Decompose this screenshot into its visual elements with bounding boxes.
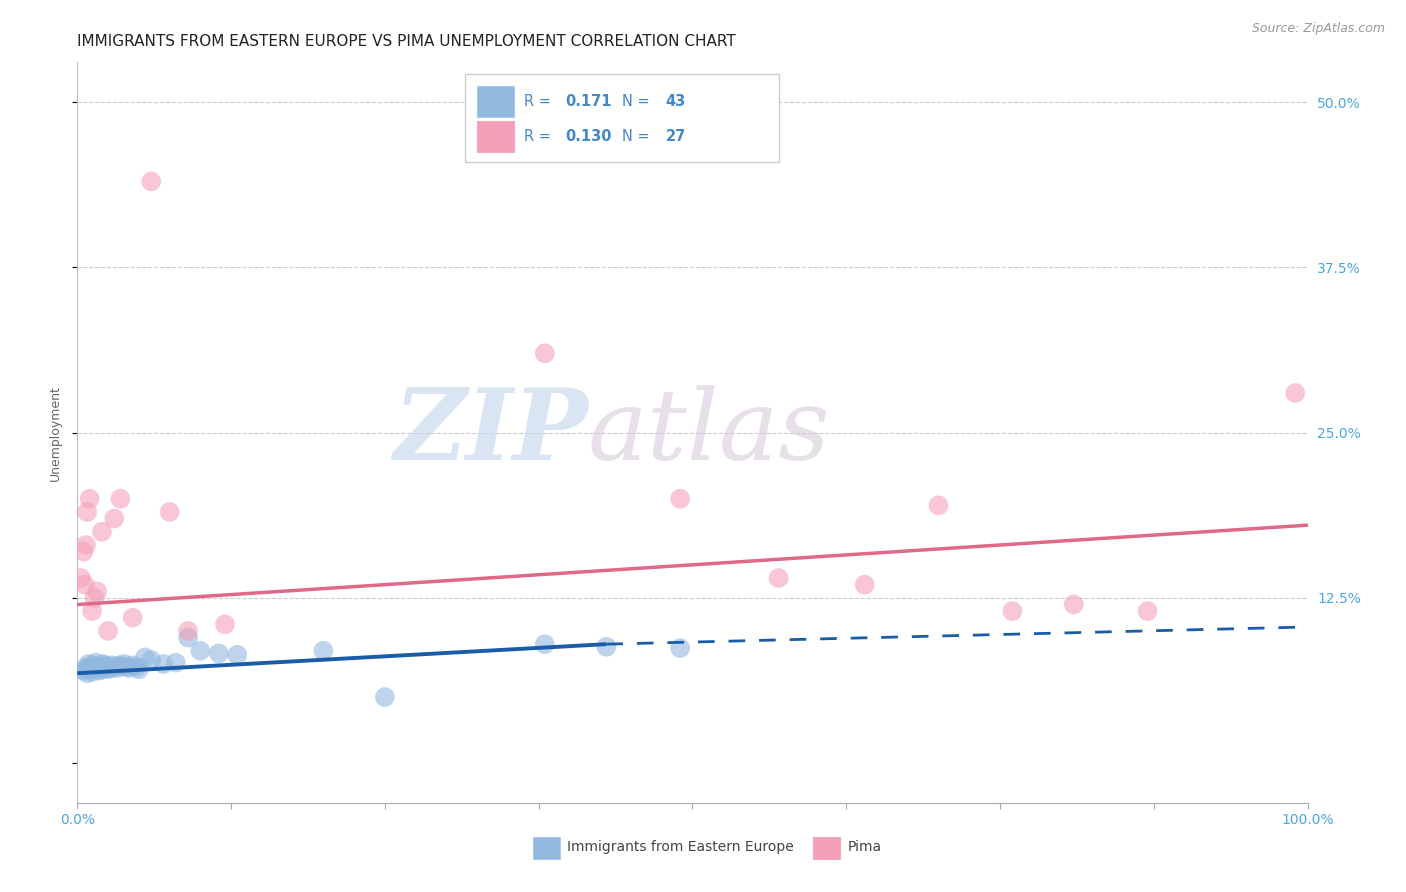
Point [70, 571, 93, 585]
Point [768, 571, 790, 585]
Point [110, 491, 132, 506]
Point [534, 346, 557, 360]
Text: R =: R = [524, 129, 555, 144]
Point [159, 505, 181, 519]
Point [79, 659, 101, 673]
Point [669, 641, 692, 656]
Point [1001, 604, 1024, 618]
Text: N =: N = [623, 129, 655, 144]
Point [141, 653, 163, 667]
Point [125, 659, 148, 673]
Point [86, 584, 108, 599]
Point [853, 577, 876, 591]
Point [103, 511, 125, 525]
Point [82, 658, 104, 673]
Point [111, 659, 132, 673]
Point [77, 657, 100, 671]
FancyBboxPatch shape [533, 837, 560, 859]
Text: IMMIGRANTS FROM EASTERN EUROPE VS PIMA UNEMPLOYMENT CORRELATION CHART: IMMIGRANTS FROM EASTERN EUROPE VS PIMA U… [77, 34, 737, 49]
Text: 0.171: 0.171 [565, 95, 612, 109]
Point [118, 661, 141, 675]
Point [226, 648, 249, 662]
Point [152, 657, 174, 671]
FancyBboxPatch shape [477, 87, 515, 117]
Point [96, 659, 118, 673]
Point [72, 664, 94, 678]
Point [97, 624, 120, 638]
Point [94, 661, 117, 675]
Point [595, 640, 617, 654]
Point [97, 662, 120, 676]
Point [1063, 598, 1085, 612]
Point [80, 662, 103, 676]
Point [108, 658, 131, 673]
Point [101, 658, 124, 673]
Text: Source: ZipAtlas.com: Source: ZipAtlas.com [1251, 22, 1385, 36]
Point [82, 665, 104, 679]
Point [75, 538, 97, 552]
Point [669, 491, 692, 506]
Point [312, 644, 335, 658]
Point [86, 661, 108, 675]
Point [84, 656, 107, 670]
Point [208, 647, 231, 661]
Point [73, 577, 96, 591]
Point [141, 174, 163, 188]
Point [89, 664, 111, 678]
Text: 43: 43 [665, 95, 686, 109]
Point [79, 491, 101, 506]
Text: 27: 27 [665, 129, 686, 144]
Point [91, 657, 114, 671]
Text: R =: R = [524, 95, 555, 109]
Point [128, 662, 150, 676]
Point [72, 544, 94, 558]
Text: Immigrants from Eastern Europe: Immigrants from Eastern Europe [567, 840, 794, 855]
Point [188, 644, 212, 658]
FancyBboxPatch shape [465, 73, 779, 162]
Point [103, 659, 125, 673]
Point [165, 656, 187, 670]
FancyBboxPatch shape [813, 837, 841, 859]
Point [1284, 386, 1306, 401]
Point [115, 659, 138, 673]
Point [76, 505, 98, 519]
Text: ZIP: ZIP [392, 384, 588, 481]
Point [82, 604, 104, 618]
Text: N =: N = [623, 95, 655, 109]
Y-axis label: Unemployment: Unemployment [49, 384, 62, 481]
FancyBboxPatch shape [477, 121, 515, 152]
Point [76, 666, 98, 681]
Point [134, 650, 156, 665]
Point [105, 661, 128, 675]
Point [100, 661, 122, 675]
Point [374, 690, 396, 704]
Point [75, 661, 97, 675]
Point [1136, 604, 1159, 618]
Point [121, 658, 143, 673]
Point [928, 499, 950, 513]
Point [177, 624, 200, 638]
Point [112, 657, 135, 671]
Point [177, 631, 200, 645]
Point [83, 591, 105, 605]
Text: Pima: Pima [848, 840, 882, 855]
Point [90, 659, 112, 673]
Text: 0.130: 0.130 [565, 129, 612, 144]
Point [93, 658, 115, 673]
Text: atlas: atlas [588, 385, 831, 480]
Point [90, 662, 114, 676]
Point [121, 611, 143, 625]
Point [90, 524, 114, 539]
Point [214, 617, 236, 632]
Point [534, 637, 557, 651]
